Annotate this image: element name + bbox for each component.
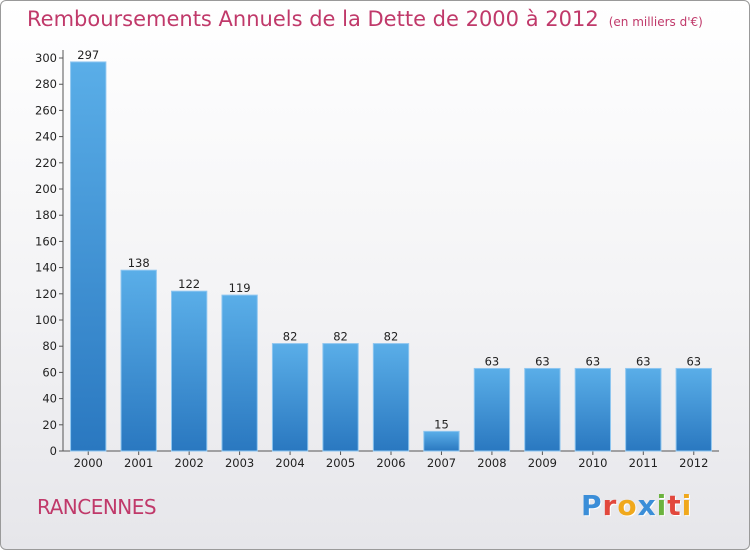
x-tick-label: 2011 <box>629 456 658 470</box>
y-tick-label: 180 <box>35 208 57 222</box>
x-tick-label: 2008 <box>477 456 506 470</box>
y-tick-label: 0 <box>50 444 57 458</box>
logo-letter: P <box>581 489 603 522</box>
bar-2010 <box>574 367 612 452</box>
logo-letter: t <box>667 489 682 522</box>
bar-2003 <box>221 294 258 452</box>
bar-value-label: 15 <box>434 417 449 431</box>
axes: 0 20 40 60 80 100 120 140 160 180 200 220 240 260 280 3… <box>35 50 719 458</box>
bar-2011 <box>625 367 662 452</box>
x-tick-label: 2009 <box>528 456 557 470</box>
bar-2001 <box>120 269 157 452</box>
y-tick-label: 260 <box>35 103 57 117</box>
bar-2009 <box>524 367 561 452</box>
bar-value-label: 63 <box>586 354 601 368</box>
bar-2007 <box>423 430 460 452</box>
bar-value-label: 63 <box>485 354 500 368</box>
y-tick-label: 300 <box>35 51 57 65</box>
y-tick-label: 20 <box>42 418 57 432</box>
y-tick-label: 280 <box>35 77 57 91</box>
x-tick-label: 2003 <box>225 456 254 470</box>
chart-title: Remboursements Annuels de la Dette de 20… <box>27 7 703 31</box>
logo-letter: o <box>617 489 638 522</box>
bar-value-label: 82 <box>384 330 399 344</box>
y-tick-label: 40 <box>42 392 57 406</box>
bar-value-label: 82 <box>283 330 298 344</box>
bar-2005 <box>322 343 359 452</box>
logo-letter: x <box>637 489 657 522</box>
logo-letter: r <box>602 489 618 522</box>
x-tick-label: 2010 <box>578 456 607 470</box>
x-tick-label: 2002 <box>175 456 204 470</box>
bar-value-label: 297 <box>77 48 99 62</box>
bar-2002 <box>170 290 208 452</box>
x-tick-label: 2007 <box>427 456 456 470</box>
bar-value-label: 63 <box>535 354 550 368</box>
bar-value-label: 82 <box>333 330 348 344</box>
bars <box>70 61 712 452</box>
y-tick-label: 200 <box>35 182 57 196</box>
x-tick-label: 2004 <box>275 456 304 470</box>
bar-value-label: 63 <box>686 354 701 368</box>
chart-subtitle: (en milliers d'€) <box>608 15 703 29</box>
y-tick-label: 100 <box>35 313 57 327</box>
y-tick-label: 220 <box>35 156 57 170</box>
bar-value-label: 122 <box>178 277 200 291</box>
y-tick-label: 140 <box>35 261 57 275</box>
x-tick-label: 2000 <box>74 456 103 470</box>
bar-value-label: 119 <box>229 281 251 295</box>
y-tick-label: 160 <box>35 234 57 248</box>
logo-letter: i <box>656 489 668 522</box>
x-tick-label: 2001 <box>124 456 153 470</box>
bar-2004 <box>271 343 309 452</box>
y-tick-label: 120 <box>35 287 57 301</box>
labels: 297 2000 138 2001 122 2002 119 2003 82 2004 82 2005… <box>74 48 709 470</box>
bar-value-label: 138 <box>128 256 150 270</box>
logo-letter: i <box>681 489 693 522</box>
x-tick-label: 2006 <box>376 456 405 470</box>
bar-2012 <box>675 367 712 452</box>
proxiti-logo: Proxiti <box>581 489 692 522</box>
bar-2000 <box>70 61 107 452</box>
bar-value-label: 63 <box>636 354 651 368</box>
location-name: RANCENNES <box>37 495 157 519</box>
y-tick-label: 80 <box>42 339 57 353</box>
y-tick-label: 60 <box>42 365 57 379</box>
y-tick-label: 240 <box>35 130 57 144</box>
x-tick-label: 2012 <box>679 456 708 470</box>
bar-2006 <box>372 343 410 452</box>
x-tick-label: 2005 <box>326 456 355 470</box>
chart-title-text: Remboursements Annuels de la Dette de 20… <box>27 7 599 31</box>
bar-2008 <box>473 367 511 452</box>
